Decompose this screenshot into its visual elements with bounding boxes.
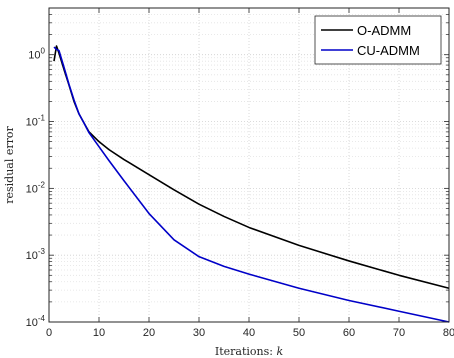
x-axis-label: Iterations: k [215, 345, 284, 358]
x-tick-label: 70 [393, 327, 405, 339]
x-tick-label: 50 [293, 327, 305, 339]
axis-ticks: 100 10-1 10-2 10-3 10-40 10 20 30 40 50 60 70 80 [26, 8, 454, 339]
y-tick-label: 10-3 [26, 247, 46, 262]
y-tick-label: 10-1 [26, 114, 46, 129]
x-tick-label: 40 [243, 327, 255, 339]
y-axis-label: residual error [3, 125, 16, 203]
series-line-cu-admm [53, 46, 450, 323]
legend: O-ADMM CU-ADMM [314, 15, 442, 65]
legend-label: O-ADMM [357, 23, 411, 38]
x-tick-label: 20 [143, 327, 155, 339]
y-tick-label: 10-2 [26, 180, 46, 195]
x-tick-label: 10 [93, 327, 105, 339]
series-layer [53, 45, 450, 323]
x-tick-label: 80 [443, 327, 454, 339]
y-tick-label: 100 [28, 47, 45, 62]
legend-box [314, 15, 442, 65]
x-tick-label: 30 [193, 327, 205, 339]
y-tick-label: 10-4 [26, 314, 46, 329]
legend-label: CU-ADMM [357, 43, 420, 58]
x-tick-label: 0 [46, 327, 52, 339]
x-tick-label: 60 [343, 327, 355, 339]
